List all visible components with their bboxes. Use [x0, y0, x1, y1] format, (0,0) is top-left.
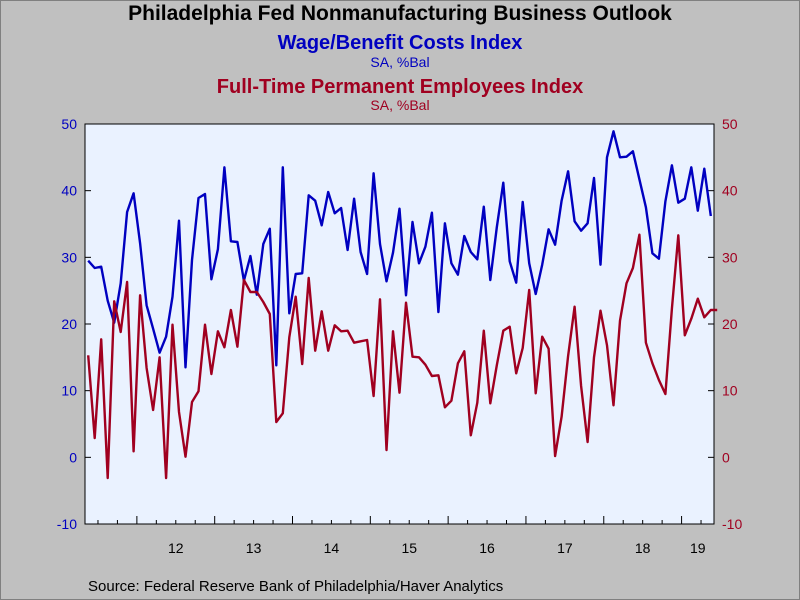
y-tick-label-right: 50 — [722, 116, 738, 132]
plot-area — [84, 123, 715, 525]
y-tick-label-right: -10 — [722, 516, 742, 532]
x-tick-label: 15 — [401, 540, 417, 556]
x-tick-label: 19 — [690, 540, 706, 556]
y-tick-label-left: 20 — [61, 316, 77, 332]
y-tick-label-left: 10 — [61, 383, 77, 399]
y-tick-label-right: 40 — [722, 183, 738, 199]
series1-unit: SA, %Bal — [370, 54, 430, 70]
y-tick-label-right: 30 — [722, 249, 738, 265]
x-tick-label: 13 — [246, 540, 262, 556]
x-tick-label: 18 — [635, 540, 651, 556]
x-tick-label: 16 — [479, 540, 495, 556]
y-tick-label-left: 30 — [61, 249, 77, 265]
wage-benefit-costs-line — [87, 130, 712, 369]
y-tick-label-left: 50 — [61, 116, 77, 132]
y-tick-label-right: 0 — [722, 449, 730, 465]
chart-title: Philadelphia Fed Nonmanufacturing Busine… — [128, 2, 672, 25]
x-tick-label: 14 — [324, 540, 340, 556]
series2-title: Full-Time Permanent Employees Index — [216, 76, 584, 98]
series1-title: Wage/Benefit Costs Index — [277, 32, 523, 54]
x-tick-label: 12 — [168, 540, 184, 556]
source-note: Source: Federal Reserve Bank of Philadel… — [88, 578, 504, 595]
y-tick-label-right: 20 — [722, 316, 738, 332]
y-tick-label-left: -10 — [57, 516, 77, 532]
y-tick-label-left: 40 — [61, 183, 77, 199]
y-tick-label-right: 10 — [722, 383, 738, 399]
y-tick-label-left: 0 — [69, 449, 77, 465]
full-time-employees-line — [87, 233, 718, 480]
series2-unit: SA, %Bal — [370, 97, 430, 113]
x-tick-label: 17 — [557, 540, 573, 556]
